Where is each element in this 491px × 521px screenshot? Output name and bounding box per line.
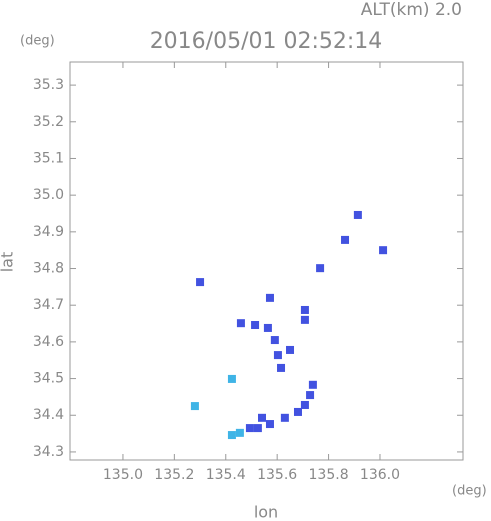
chart-title: 2016/05/01 02:52:14 — [150, 29, 383, 54]
radar-echo — [265, 293, 274, 302]
radar-echo — [300, 400, 309, 409]
radar-echo — [263, 323, 272, 332]
y-axis-label: lat — [0, 252, 17, 273]
radar-echo — [300, 315, 309, 324]
x-tick-label: 135.8 — [309, 467, 349, 483]
y-tick-label: 35.1 — [33, 150, 64, 166]
y-tick-label: 34.4 — [33, 407, 64, 423]
y-tick-label: 34.8 — [33, 261, 64, 277]
radar-echo — [300, 305, 309, 314]
radar-echo — [251, 321, 260, 330]
radar-echo — [293, 407, 302, 416]
y-tick-label: 34.6 — [33, 334, 64, 350]
radar-echo — [280, 413, 289, 422]
y-tick-label: 34.3 — [33, 444, 64, 460]
radar-echo — [379, 246, 388, 255]
x-tick-label: 135.6 — [257, 467, 297, 483]
x-tick-label: 135.0 — [103, 467, 143, 483]
radar-echo — [270, 336, 279, 345]
radar-echo — [341, 235, 350, 244]
plot-frame — [69, 61, 464, 461]
altitude-label: ALT(km) 2.0 — [361, 0, 462, 20]
y-unit: (deg) — [20, 34, 55, 49]
radar-echo — [353, 210, 362, 219]
radar-echo — [235, 428, 244, 437]
y-tick-label: 34.5 — [33, 371, 64, 387]
radar-echo — [286, 345, 295, 354]
x-tick-label: 135.4 — [206, 467, 246, 483]
x-unit: (deg) — [452, 484, 487, 499]
y-tick-label: 35.2 — [33, 114, 64, 130]
radar-echo — [273, 351, 282, 360]
y-tick-label: 35.3 — [33, 77, 64, 93]
y-tick-label: 35.0 — [33, 187, 64, 203]
radar-echo — [245, 424, 254, 433]
radar-echo — [306, 391, 315, 400]
radar-echo — [236, 319, 245, 328]
x-tick-label: 136.0 — [360, 467, 400, 483]
radar-echo — [253, 424, 262, 433]
radar-echo — [196, 278, 205, 287]
radar-echo — [258, 413, 267, 422]
radar-echo — [190, 402, 199, 411]
y-tick-label: 34.7 — [33, 297, 64, 313]
radar-echo — [265, 420, 274, 429]
radar-echo — [277, 363, 286, 372]
x-tick-label: 135.2 — [154, 467, 194, 483]
radar-echo — [308, 380, 317, 389]
y-tick-label: 34.9 — [33, 224, 64, 240]
x-axis-label: lon — [254, 503, 278, 521]
radar-echo — [316, 264, 325, 273]
radar-echo — [227, 374, 236, 383]
radar-echo — [227, 431, 236, 440]
